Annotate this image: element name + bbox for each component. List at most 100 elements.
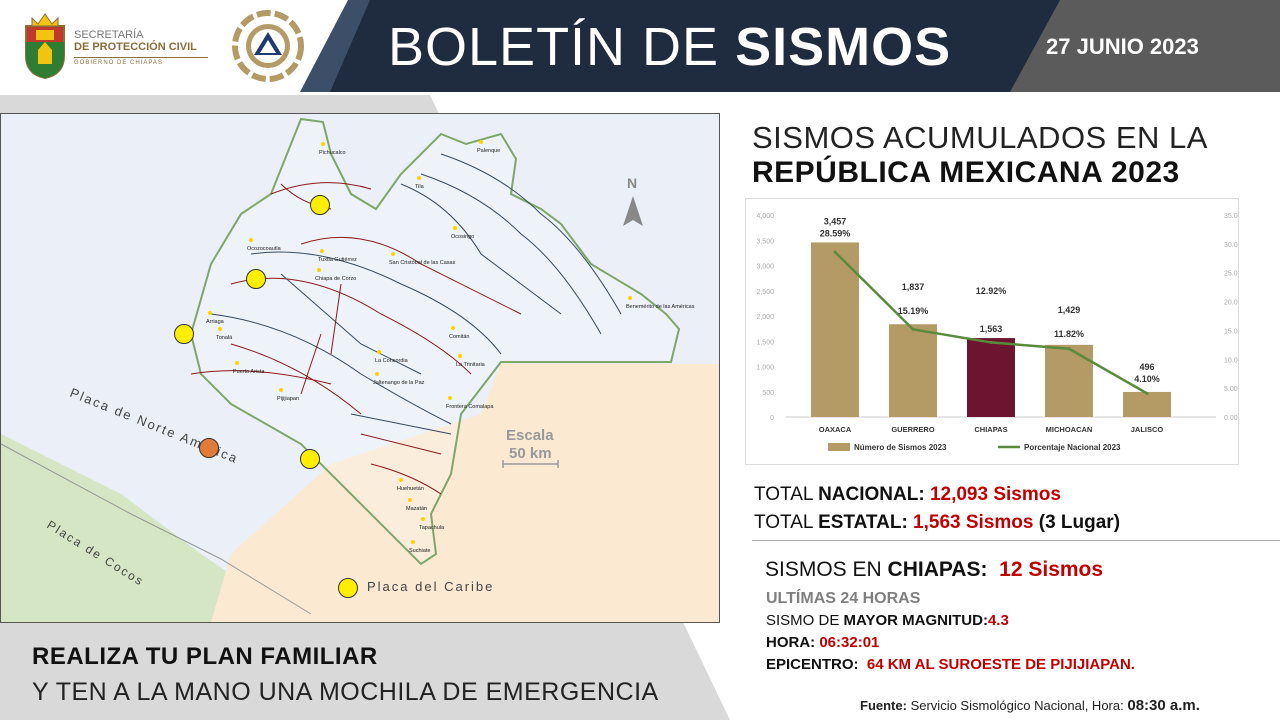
chart-title-line2: REPÚBLICA MEXICANA 2023	[752, 156, 1180, 189]
city-label: Palenque	[477, 148, 500, 154]
city-label: Puerto Arista	[233, 369, 265, 375]
y2-tick-label: 5.00%	[1224, 386, 1238, 393]
scale-label: Escala	[506, 427, 554, 444]
quake-marker	[338, 578, 358, 598]
quake-marker	[174, 324, 194, 344]
bar-value-label: 496	[1139, 362, 1154, 372]
chart-title-line1: SISMOS ACUMULADOS EN LA	[752, 120, 1208, 155]
city-dot	[408, 498, 412, 502]
city-label: Mazatán	[406, 506, 427, 512]
quake-marker	[310, 195, 330, 215]
line-point	[911, 327, 915, 331]
x-tick-label: GUERRERO	[891, 425, 935, 434]
city-label: Tonalá	[216, 335, 233, 341]
bar-value-label: 3,457	[824, 216, 847, 226]
org-name-line1: SECRETARÍA	[74, 29, 144, 41]
total-estatal: TOTAL ESTATAL: 1,563 Sismos (3 Lugar)	[754, 512, 1121, 533]
city-label: Pichucalco	[319, 150, 346, 156]
city-dot	[249, 238, 253, 242]
bar-value-label: 1,563	[980, 324, 1003, 334]
city-dot	[321, 142, 325, 146]
bulletin-title: BOLETÍN DE SISMOS	[388, 17, 952, 77]
city-labels: Pichucalco Palenque Tila Ocosingo Ocozocoaut…	[206, 140, 695, 554]
bar	[1123, 391, 1171, 417]
org-name-line2: DE PROTECCIÓN CIVIL	[74, 41, 197, 53]
y-tick-label: 4,000	[756, 213, 774, 220]
y2-tick-label: 30.00%	[1224, 242, 1238, 249]
city-label: Chiapa de Corzo	[315, 276, 356, 282]
header-date-band	[1010, 0, 1280, 92]
earthquake-chart-svg: 0 500 1,000 1,500 2,000 2,500 3,000 3,500 4,000 0…	[756, 213, 1247, 452]
emergency-backpack-text: Y TEN A LA MANO UNA MOCHILA DE EMERGENCI…	[32, 678, 659, 706]
line-point	[1145, 391, 1149, 395]
city-dot	[218, 327, 222, 331]
percentage-label: 12.92%	[976, 286, 1007, 296]
y-tick-label: 3,000	[756, 264, 774, 271]
seismic-map-svg: N Escala 50 km Placa de Norte América Pl…	[1, 117, 719, 622]
city-dot	[317, 268, 321, 272]
city-label: Suchiate	[409, 548, 430, 554]
city-dot	[279, 388, 283, 392]
legend-bar-label: Número de Sismos 2023	[854, 443, 947, 452]
city-dot	[479, 140, 483, 144]
bar	[1045, 344, 1093, 417]
percentage-label: 28.59%	[820, 228, 851, 238]
city-label: Pijijiapan	[277, 396, 299, 402]
line-point	[989, 340, 993, 344]
city-dot	[421, 517, 425, 521]
city-dot	[377, 350, 381, 354]
city-dot	[320, 249, 324, 253]
y-tick-label: 2,500	[756, 289, 774, 296]
bar-value-label: 1,837	[902, 282, 925, 292]
bar	[811, 242, 859, 417]
max-magnitude: SISMO DE MAYOR MAGNITUD:4.3	[766, 612, 1009, 629]
city-dot	[235, 361, 239, 365]
city-dot	[391, 252, 395, 256]
epicenter: EPICENTRO: 64 KM AL SUROESTE DE PIJIJIAP…	[766, 656, 1135, 673]
scale-value: 50 km	[509, 445, 552, 462]
seismic-map: N Escala 50 km Placa de Norte América Pl…	[0, 113, 720, 623]
city-dot	[411, 540, 415, 544]
y-tick-label: 1,500	[756, 339, 774, 346]
quake-marker	[300, 449, 320, 469]
org-name-line3: GOBIERNO DE CHIAPAS	[74, 57, 208, 66]
x-tick-label: MICHOACAN	[1046, 425, 1093, 434]
city-label: Arriaga	[206, 319, 225, 325]
y2-tick-label: 15.00%	[1224, 328, 1238, 335]
city-label: Tuxtla Gutiérrez	[318, 257, 357, 263]
city-label: Frontera Comalapa	[446, 404, 494, 410]
bar	[889, 324, 937, 417]
city-label: Jaltenango de la Paz	[373, 380, 425, 386]
y-tick-label: 0	[770, 415, 774, 422]
x-tick-label: OAXACA	[819, 425, 852, 434]
earthquake-chart: 0 500 1,000 1,500 2,000 2,500 3,000 3,500 4,000 0…	[745, 198, 1248, 465]
chiapas-coat-of-arms-icon	[25, 13, 65, 80]
chiapas-count: SISMOS EN CHIAPAS: 12 Sismos	[765, 558, 1104, 581]
bulletin-date: 27 JUNIO 2023	[1046, 34, 1199, 59]
line-point	[833, 250, 837, 254]
city-label: Ocozocoautla	[247, 246, 282, 252]
legend-bar-swatch	[828, 443, 850, 451]
city-dot	[453, 226, 457, 230]
city-dot	[375, 372, 379, 376]
y-tick-label: 2,000	[756, 314, 774, 321]
caribbean-plate-area	[211, 364, 719, 622]
y2-tick-label: 0.00%	[1224, 415, 1238, 422]
last-24-hours: ULTÍMAS 24 HORAS	[766, 590, 921, 607]
city-label: Tapachula	[419, 525, 445, 531]
y-tick-label: 3,500	[756, 238, 774, 245]
y2-tick-label: 35.00%	[1224, 213, 1238, 220]
percentage-label: 4.10%	[1134, 374, 1160, 384]
header-title-band	[330, 0, 1070, 92]
y2-tick-label: 20.00%	[1224, 300, 1238, 307]
caribbean-plate-label: Placa del Caribe	[367, 579, 494, 594]
city-dot	[399, 478, 403, 482]
legend-line-label: Porcentaje Nacional 2023	[1024, 443, 1121, 452]
north-label: N	[627, 175, 637, 191]
line-point	[1067, 347, 1071, 351]
y-tick-label: 500	[762, 390, 774, 397]
plan-familiar-heading: REALIZA TU PLAN FAMILIAR	[32, 643, 378, 670]
x-tick-label: CHIAPAS	[974, 425, 1007, 434]
bar	[967, 338, 1015, 417]
city-label: Benemérito de las Américas	[626, 304, 695, 310]
